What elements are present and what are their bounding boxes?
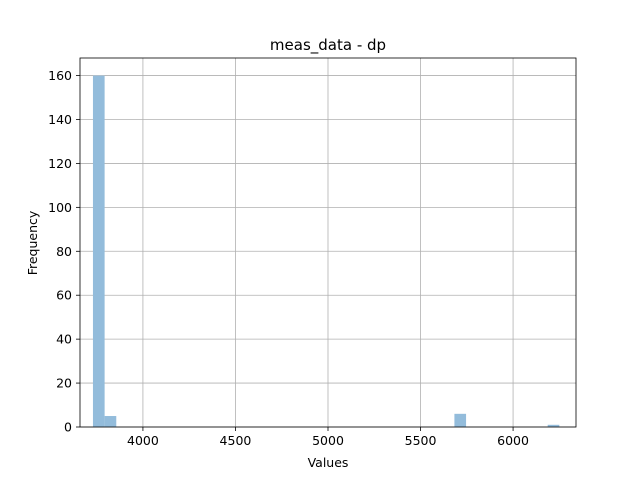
histogram-bar [92, 75, 105, 428]
y-axis-label: Frequency [25, 210, 40, 275]
y-axis-ticks: 0 20 40 60 80 100 120 140 160 [48, 68, 80, 435]
y-tick-label: 80 [56, 244, 72, 259]
histogram-bar [547, 424, 560, 427]
histogram-bar [104, 416, 117, 427]
x-tick-label: 6000 [497, 433, 529, 448]
y-tick-label: 120 [48, 156, 72, 171]
histogram-bar [454, 413, 467, 427]
histogram-bars [92, 75, 560, 428]
y-tick-label: 0 [64, 420, 72, 435]
x-tick-label: 5000 [312, 433, 344, 448]
x-axis-label: Values [308, 455, 349, 470]
x-tick-label: 4500 [220, 433, 252, 448]
grid-lines [80, 58, 576, 428]
x-tick-label: 4000 [127, 433, 159, 448]
y-tick-label: 100 [48, 200, 72, 215]
y-tick-label: 60 [56, 288, 72, 303]
x-tick-label: 5500 [405, 433, 437, 448]
x-axis-ticks: 4000 4500 5000 5500 6000 [127, 427, 529, 448]
y-tick-label: 160 [48, 68, 72, 83]
chart-title: meas_data - dp [270, 36, 386, 55]
y-tick-label: 140 [48, 112, 72, 127]
y-tick-label: 20 [56, 376, 72, 391]
y-tick-label: 40 [56, 332, 72, 347]
